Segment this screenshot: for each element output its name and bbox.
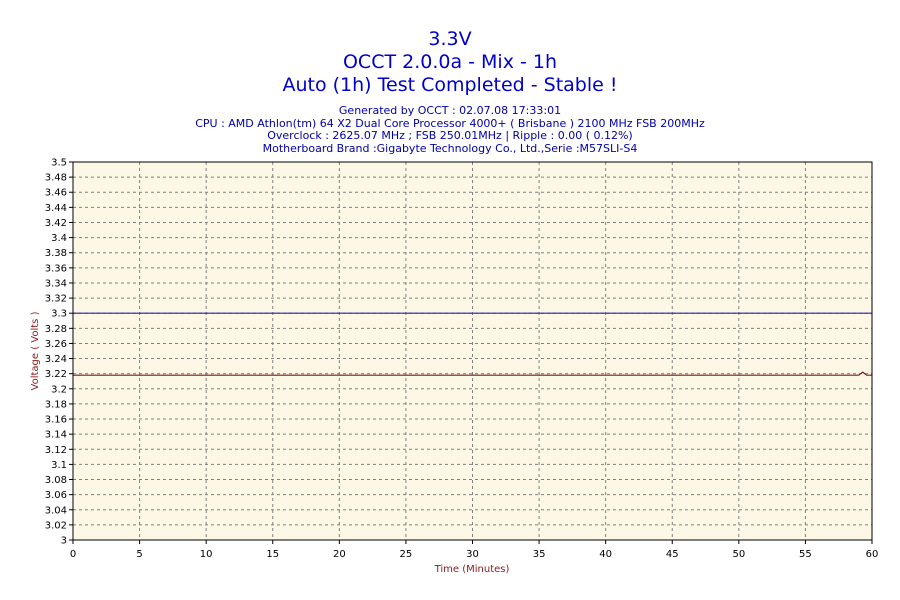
x-tick-label: 50: [732, 549, 745, 560]
y-tick-label: 3: [61, 536, 67, 547]
y-tick-label: 3.1: [51, 460, 67, 471]
y-tick-label: 3.5: [51, 158, 67, 169]
plot-border: [72, 161, 873, 541]
chart-subtitle: OCCT 2.0.0a - Mix - 1h: [343, 51, 557, 73]
meta-overclock: Overclock : 2625.07 MHz ; FSB 250.01MHz …: [267, 129, 632, 142]
chart-title: 3.3V: [428, 28, 471, 50]
series-group: [73, 312, 872, 376]
x-tick-label: 35: [533, 549, 546, 560]
chart-status: Auto (1h) Test Completed - Stable !: [282, 74, 617, 96]
y-tick-label: 3.42: [45, 218, 67, 229]
y-tick-label: 3.32: [45, 294, 67, 305]
y-tick-label: 3.2: [51, 384, 67, 395]
x-tick-label: 5: [136, 549, 142, 560]
meta-cpu: CPU : AMD Athlon(tm) 64 X2 Dual Core Pro…: [195, 117, 705, 130]
y-tick-label: 3.04: [45, 505, 67, 516]
y-tick-label: 3.38: [45, 248, 67, 259]
y-tick-label: 3.3: [51, 309, 67, 320]
ticks: 3 3.02 3.04 3.06 3.08 3.1 3.12 3.14 3.16 3.18 3.2 3…: [45, 158, 879, 561]
x-tick-label: 60: [866, 549, 879, 560]
x-tick-label: 10: [200, 549, 213, 560]
x-axis-label: Time (Minutes): [434, 564, 510, 575]
y-tick-label: 3.24: [45, 354, 67, 365]
y-tick-label: 3.02: [45, 520, 67, 531]
y-tick-label: 3.48: [45, 173, 67, 184]
y-tick-label: 3.12: [45, 445, 67, 456]
y-tick-label: 3.34: [45, 278, 67, 289]
y-tick-label: 3.28: [45, 324, 67, 335]
y-tick-label: 3.44: [45, 203, 67, 214]
x-tick-label: 45: [666, 549, 679, 560]
y-tick-label: 3.14: [45, 430, 67, 441]
x-tick-label: 55: [799, 549, 812, 560]
y-tick-label: 3.26: [45, 339, 67, 350]
y-tick-label: 3.16: [45, 415, 67, 426]
x-tick-label: 30: [466, 549, 479, 560]
y-tick-label: 3.36: [45, 263, 67, 274]
y-tick-label: 3.4: [51, 233, 67, 244]
y-tick-label: 3.06: [45, 490, 67, 501]
y-tick-label: 3.18: [45, 399, 67, 410]
y-tick-label: 3.22: [45, 369, 67, 380]
x-tick-label: 0: [70, 549, 76, 560]
y-tick-label: 3.46: [45, 188, 67, 199]
x-tick-label: 25: [400, 549, 413, 560]
x-tick-label: 15: [266, 549, 279, 560]
meta-motherboard: Motherboard Brand :Gigabyte Technology C…: [263, 142, 638, 155]
y-tick-label: 3.08: [45, 475, 67, 486]
x-tick-label: 20: [333, 549, 346, 560]
x-tick-label: 40: [599, 549, 612, 560]
series-line-measured: [73, 371, 872, 376]
meta-generated: Generated by OCCT : 02.07.08 17:33:01: [339, 104, 561, 117]
y-axis-label: Voltage ( Volts ): [30, 311, 41, 390]
